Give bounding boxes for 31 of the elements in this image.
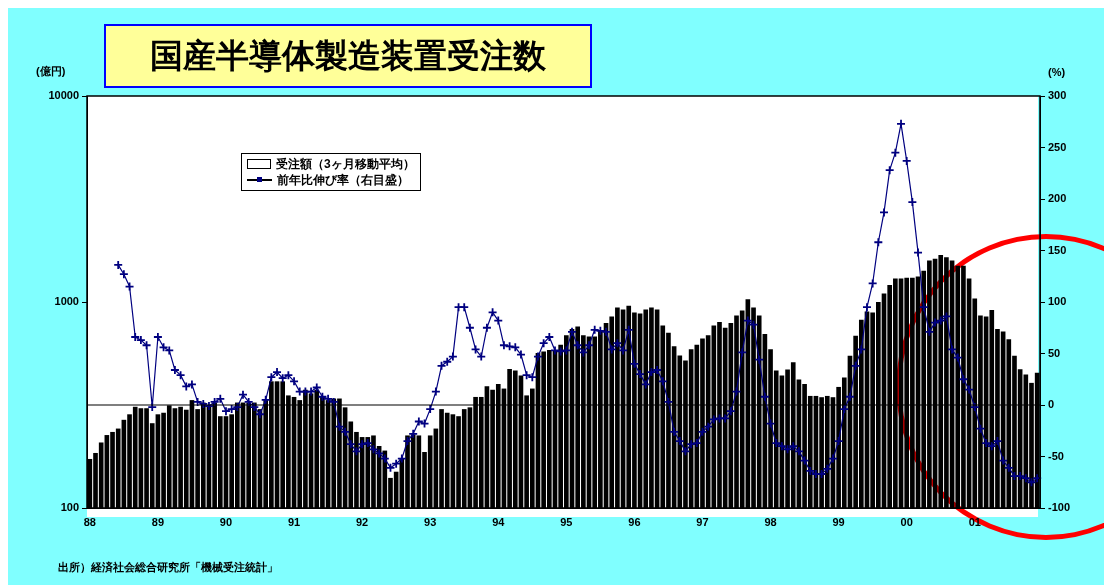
- x-tick-label: 89: [151, 515, 165, 528]
- y2-axis-title: (%): [1048, 66, 1066, 78]
- x-tick-label: 94: [492, 515, 506, 528]
- y2-tick-label: 50: [1048, 346, 1061, 359]
- y2-tick-label: 300: [1048, 89, 1067, 102]
- x-tick-label: 90: [219, 515, 233, 528]
- x-tick-label: 92: [356, 515, 369, 528]
- y-tick-label: 10000: [48, 89, 79, 102]
- y2-tick-label: 0: [1048, 398, 1055, 411]
- x-tick-label: 91: [287, 515, 301, 528]
- text: 出所）経済社会総合研究所「機械受注統計」: [58, 560, 278, 575]
- x-tick-label: 99: [832, 515, 845, 528]
- x-tick-label: 96: [628, 515, 641, 528]
- x-tick-label: 97: [696, 515, 709, 528]
- y2-tick-label: 150: [1048, 243, 1067, 256]
- legend-label: 受注額（3ヶ月移動平均）: [276, 156, 415, 172]
- x-tick-label: 00: [900, 515, 913, 528]
- y-tick-label: 1000: [54, 295, 79, 308]
- y2-tick-label: 250: [1048, 140, 1067, 153]
- y2-tick-label: 200: [1048, 192, 1067, 205]
- y2-tick-label: 100: [1048, 295, 1067, 308]
- y-axis-title: (億円): [36, 64, 66, 79]
- x-tick-label: 93: [424, 515, 437, 528]
- y-tick-label: 100: [60, 501, 79, 514]
- legend-label: 前年比伸び率（右目盛）: [277, 172, 409, 188]
- x-tick-label: 95: [560, 515, 573, 528]
- x-tick-label: 88: [83, 515, 96, 528]
- chart-title: 国産半導体製造装置受注数: [150, 34, 546, 77]
- y2-tick-label: -50: [1048, 449, 1064, 462]
- y2-tick-label: -100: [1048, 501, 1071, 514]
- x-tick-label: 98: [764, 515, 777, 528]
